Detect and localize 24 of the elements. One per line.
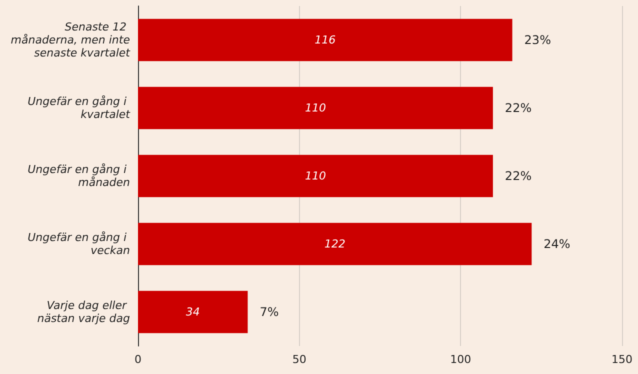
y-tick-label: Varje dag eller nästan varje dag — [37, 299, 130, 325]
y-tick-label: Senaste 12 månaderna, men inte senaste kvartalet — [10, 20, 131, 60]
bar — [138, 290, 248, 334]
data-label: 110 — [304, 170, 326, 182]
annotation: 22% — [504, 169, 532, 183]
x-tick-label: 50 — [292, 353, 306, 366]
y-tick-label: Ungefär en gång i veckan — [28, 231, 130, 257]
data-label: 122 — [324, 238, 346, 250]
bar — [138, 86, 493, 130]
annotation: 24% — [544, 237, 570, 251]
annotation: 23% — [524, 33, 551, 47]
annotation: 7% — [260, 305, 279, 319]
annotation: 22% — [504, 101, 532, 115]
bar — [138, 18, 512, 62]
data-label: 110 — [304, 102, 326, 114]
bar — [138, 222, 532, 266]
x-tick-label: 100 — [450, 353, 472, 366]
y-tick-label: Ungefär en gång i kvartalet — [28, 95, 131, 121]
bar — [138, 154, 493, 198]
x-tick-label: 0 — [134, 353, 142, 366]
y-tick-label: Ungefär en gång i månaden — [28, 163, 130, 189]
x-tick-label: 150 — [612, 353, 632, 366]
data-label: 34 — [186, 306, 200, 318]
data-label: 116 — [314, 34, 336, 46]
